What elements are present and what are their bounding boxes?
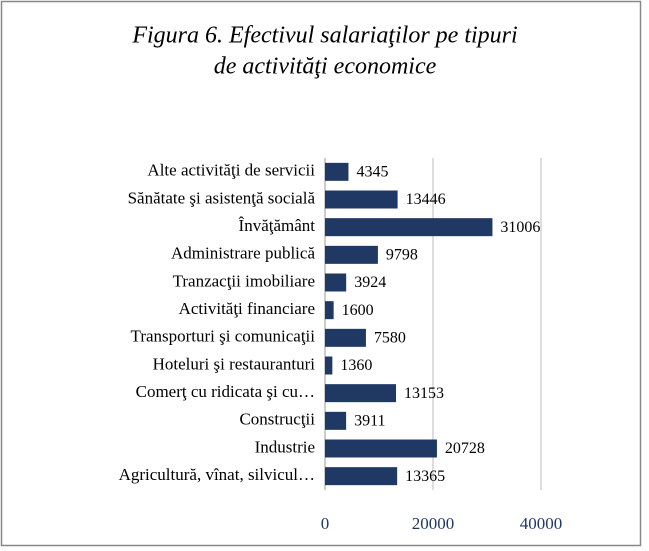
y-tick-label: Construcţii [239, 410, 315, 429]
y-tick-label: Tranzacţii imobiliare [173, 271, 315, 290]
bar [325, 467, 398, 486]
value-label: 31006 [500, 219, 540, 236]
value-label: 9798 [386, 247, 418, 264]
value-label: 1360 [340, 357, 372, 374]
bar [325, 218, 493, 237]
x-tick-label: 20000 [412, 514, 455, 533]
y-tick-label: Învăţământ [239, 216, 316, 235]
value-label: 3911 [354, 413, 385, 430]
bar [325, 439, 437, 458]
bar [325, 162, 349, 181]
bar [325, 411, 347, 430]
x-tick-label: 40000 [520, 514, 563, 533]
y-tick-label: Sănătate şi asistenţă socială [128, 188, 316, 207]
y-tick-label: Administrare publică [171, 244, 315, 263]
value-label: 13365 [405, 468, 445, 485]
chart-title: de activităţi economice [214, 54, 437, 80]
bar [325, 384, 397, 403]
value-label: 4345 [356, 164, 388, 181]
value-label: 1600 [342, 302, 374, 319]
y-tick-label: Alte activităţi de servicii [147, 161, 315, 180]
value-label: 20728 [445, 440, 485, 457]
value-label: 3924 [354, 274, 386, 291]
chart-title: Figura 6. Efectivul salariaţilor pe tipu… [131, 23, 517, 49]
bar [325, 273, 347, 292]
bar [325, 190, 398, 209]
y-tick-label: Activităţi financiare [179, 299, 315, 318]
value-label: 7580 [374, 330, 406, 347]
y-tick-label: Hoteluri şi restauranturi [153, 354, 316, 373]
bar [325, 245, 378, 264]
bar [325, 328, 366, 347]
y-tick-label: Agricultură, vînat, silvicul… [119, 465, 315, 484]
y-tick-label: Comerţ cu ridicata şi cu… [136, 382, 315, 401]
value-label: 13153 [404, 385, 444, 402]
y-tick-label: Transporturi şi comunicaţii [131, 327, 316, 346]
value-label: 13446 [406, 191, 446, 208]
x-tick-label: 0 [321, 514, 330, 533]
bar [325, 356, 333, 375]
bar [325, 301, 334, 320]
y-tick-label: Industrie [255, 437, 315, 456]
